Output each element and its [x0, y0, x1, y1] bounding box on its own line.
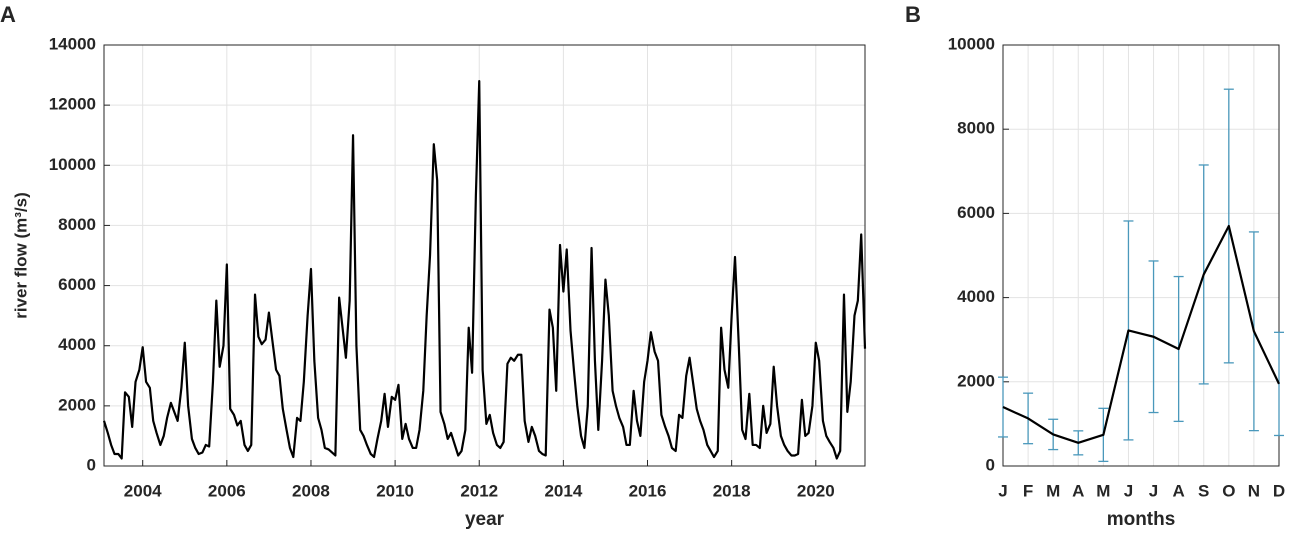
x-tick-label: A	[1172, 481, 1184, 500]
y-axis-label: river flow (m³/s)	[11, 192, 30, 319]
x-tick-label: 2016	[629, 481, 667, 500]
y-tick-label: 2000	[58, 395, 96, 414]
y-tick-label: 10000	[49, 155, 96, 174]
y-tick-label: 6000	[957, 203, 995, 222]
y-tick-label: 10000	[948, 34, 995, 53]
x-tick-label: M	[1046, 481, 1060, 500]
panel-label: A	[0, 2, 16, 27]
y-tick-label: 4000	[58, 335, 96, 354]
y-tick-label: 0	[986, 455, 995, 474]
y-tick-label: 0	[87, 455, 96, 474]
panel-label: B	[905, 2, 921, 27]
x-tick-label: 2006	[208, 481, 246, 500]
x-axis-label: months	[1107, 509, 1176, 530]
x-tick-label: S	[1198, 481, 1209, 500]
x-tick-label: J	[1124, 481, 1133, 500]
x-tick-label: 2004	[124, 481, 162, 500]
x-tick-label: F	[1023, 481, 1033, 500]
y-tick-label: 2000	[957, 371, 995, 390]
y-tick-label: 8000	[58, 215, 96, 234]
x-tick-label: 2008	[292, 481, 330, 500]
axes-box	[1002, 44, 1280, 467]
x-tick-label: J	[1149, 481, 1158, 500]
x-tick-label: 2012	[460, 481, 498, 500]
x-tick-label: A	[1072, 481, 1084, 500]
x-tick-label: D	[1273, 481, 1285, 500]
data-line	[1002, 224, 1280, 444]
y-tick-label: 4000	[957, 287, 995, 306]
x-tick-label: 2018	[713, 481, 751, 500]
y-tick-label: 14000	[49, 34, 96, 53]
x-tick-label: J	[998, 481, 1007, 500]
x-tick-label: 2020	[797, 481, 835, 500]
x-tick-label: M	[1096, 481, 1110, 500]
x-tick-label: 2010	[376, 481, 414, 500]
y-tick-label: 6000	[58, 275, 96, 294]
plot-area	[1003, 45, 1279, 466]
y-tick-label: 12000	[49, 95, 96, 114]
y-tick-label: 8000	[957, 119, 995, 138]
x-tick-label: N	[1248, 481, 1260, 500]
data-line	[102, 79, 867, 460]
x-axis-label: year	[465, 509, 505, 530]
error-bar	[1274, 331, 1284, 437]
x-tick-label: 2014	[544, 481, 582, 500]
axes-box	[103, 44, 866, 467]
x-tick-label: O	[1222, 481, 1235, 500]
